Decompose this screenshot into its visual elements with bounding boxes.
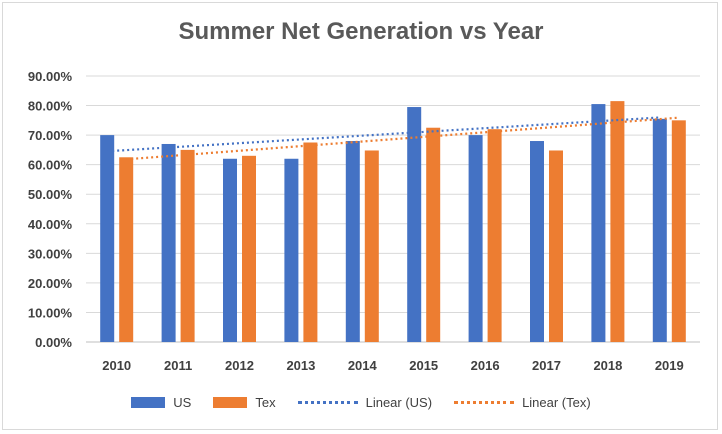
- chart-title: Summer Net Generation vs Year: [178, 18, 544, 45]
- legend-item-us: US: [131, 395, 191, 410]
- y-tick-label: 50.00%: [28, 187, 73, 202]
- x-tick-label: 2010: [102, 358, 131, 373]
- legend-label-linear-us: Linear (US): [365, 395, 433, 410]
- y-tick-label: 90.00%: [28, 69, 73, 84]
- x-tick-label: 2011: [164, 358, 192, 373]
- x-tick-label: 2014: [348, 358, 378, 373]
- legend-label-tex: Tex: [255, 395, 276, 410]
- bar-tex-2012: [242, 155, 256, 342]
- bar-tex-2019: [671, 120, 686, 342]
- legend-label-linear-tex: Linear (Tex): [522, 395, 591, 410]
- bar-us-2015: [407, 107, 422, 343]
- bar-us-2016: [468, 135, 483, 342]
- y-tick-label: 30.00%: [28, 246, 73, 261]
- y-tick-label: 80.00%: [28, 99, 73, 114]
- x-tick-label: 2015: [409, 358, 438, 373]
- legend-item-linear-tex: Linear (Tex): [454, 395, 591, 410]
- bar-us-2012: [223, 158, 237, 342]
- trendline-us: [107, 116, 660, 153]
- y-tick-label: 40.00%: [28, 217, 73, 232]
- bar-tex-2016: [487, 129, 502, 342]
- bar-tex-2015: [426, 127, 441, 342]
- y-tick-label: 20.00%: [28, 276, 73, 291]
- y-tick-label: 10.00%: [28, 305, 73, 320]
- y-tick-label: 60.00%: [28, 158, 73, 173]
- x-tick-label: 2019: [655, 358, 684, 373]
- bar-us-2011: [161, 143, 176, 342]
- bar-us-2013: [284, 158, 299, 342]
- chart-legend: US Tex Linear (US) Linear (Tex): [0, 395, 722, 410]
- bar-us-2014: [345, 141, 360, 342]
- x-tick-label: 2012: [225, 358, 254, 373]
- legend-label-us: US: [173, 395, 192, 410]
- x-tick-label: 2016: [471, 358, 500, 373]
- bar-us-2019: [652, 118, 667, 342]
- bar-us-2010: [100, 135, 115, 342]
- legend-dotline-linear-tex: [454, 401, 515, 404]
- bar-tex-2010: [119, 157, 134, 342]
- x-tick-label: 2013: [286, 358, 315, 373]
- legend-dotline-linear-us: [297, 401, 358, 404]
- bar-tex-2013: [303, 142, 318, 342]
- y-tick-label: 70.00%: [28, 128, 73, 143]
- legend-swatch-tex: [213, 397, 248, 408]
- y-tick-label: 0.00%: [35, 335, 72, 350]
- bar-us-2018: [591, 104, 606, 342]
- x-tick-label: 2017: [532, 358, 561, 373]
- legend-item-tex: Tex: [213, 395, 276, 410]
- bar-tex-2011: [180, 149, 195, 342]
- bar-us-2017: [530, 141, 544, 342]
- x-tick-label: 2018: [593, 358, 622, 373]
- legend-item-linear-us: Linear (US): [297, 395, 433, 410]
- trendline-tex: [126, 116, 679, 161]
- bar-tex-2017: [549, 150, 563, 342]
- bar-tex-2018: [610, 101, 625, 342]
- legend-swatch-us: [131, 397, 166, 408]
- bar-tex-2014: [364, 150, 379, 342]
